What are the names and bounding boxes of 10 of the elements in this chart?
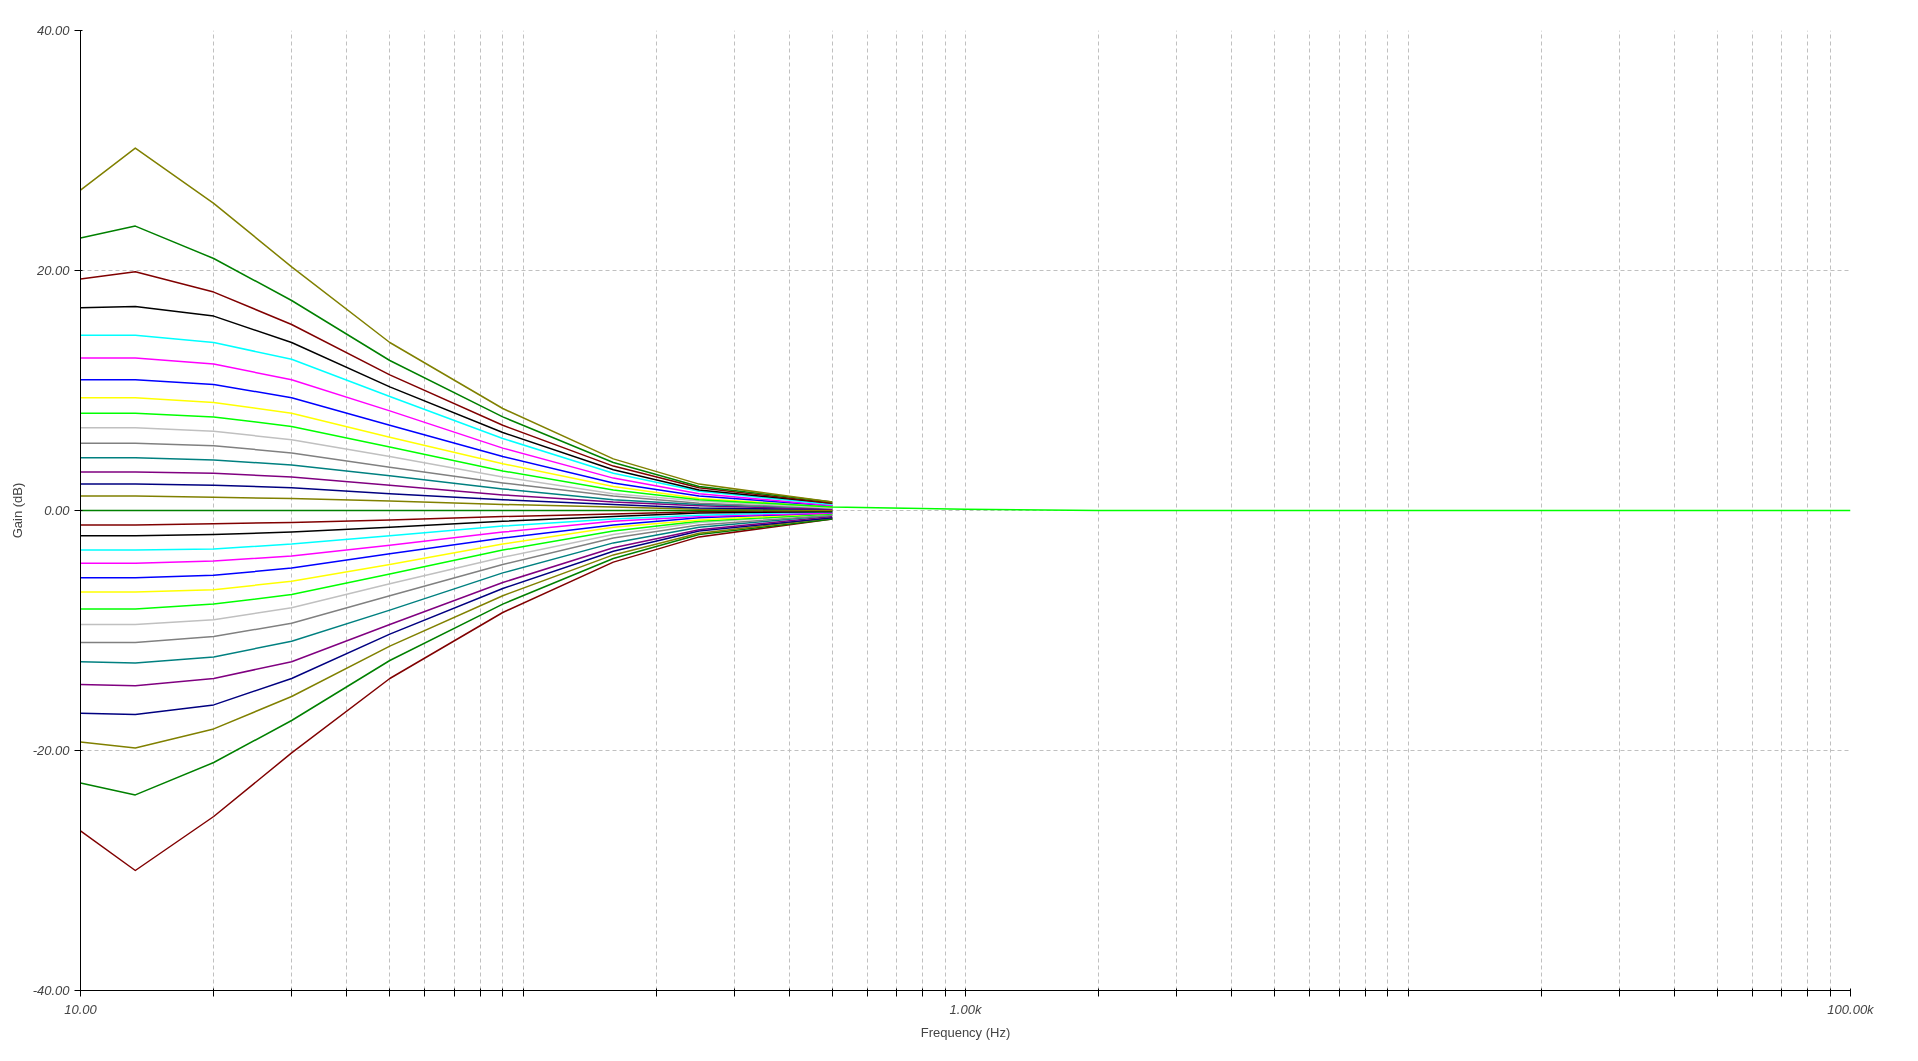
x-axis-title: Frequency (Hz) [920, 1024, 1011, 1040]
x-tick-label: 10.00 [64, 1001, 98, 1017]
y-axis-title: Gain (dB) [9, 482, 25, 539]
y-tick-label: 40.00 [36, 23, 71, 38]
x-tick-label: 100.00k [1827, 1001, 1876, 1017]
y-tick-label: -40.00 [32, 983, 71, 998]
y-tick-label: 0.00 [44, 503, 71, 518]
y-tick-label: 20.00 [35, 263, 71, 278]
y-tick-label: -20.00 [32, 743, 71, 758]
x-tick-label: 1.00k [949, 1001, 983, 1017]
